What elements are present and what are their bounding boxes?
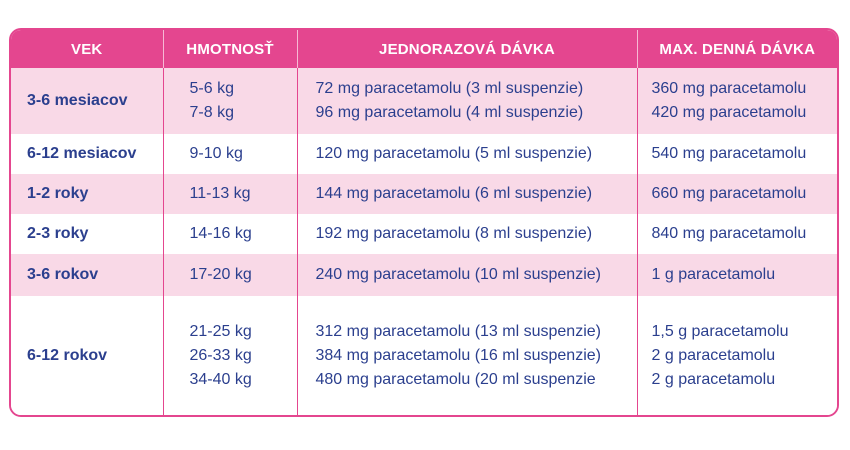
age-cell: 1-2 roky <box>11 174 163 214</box>
table-row: 3-6 mesiacov 5-6 kg 7-8 kg 72 mg paracet… <box>11 68 837 134</box>
max-dose-cell: 840 mg paracetamolu <box>636 214 837 254</box>
age-cell: 2-3 roky <box>11 214 163 254</box>
weight-value: 5-6 kg <box>189 80 234 97</box>
weight-value: 21-25 kg <box>189 322 252 340</box>
age-cell: 3-6 rokov <box>11 254 163 296</box>
max-dose-value: 1,5 g paracetamolu <box>651 322 789 340</box>
dose-value: 384 mg paracetamolu (16 ml suspenzie) <box>315 346 601 364</box>
weight-cell: 11-13 kg <box>162 174 297 214</box>
weight-value: 14-16 kg <box>189 225 252 242</box>
header-max-daily-dose: MAX. DENNÁ DÁVKA <box>636 30 837 68</box>
weight-cell: 21-25 kg 26-33 kg 34-40 kg <box>162 296 297 415</box>
dose-cell: 72 mg paracetamolu (3 ml suspenzie) 96 m… <box>296 68 637 134</box>
age-cell: 3-6 mesiacov <box>11 68 163 134</box>
weight-value: 9-10 kg <box>189 145 243 162</box>
dose-value: 240 mg paracetamolu (10 ml suspenzie) <box>315 266 601 283</box>
table-row: 3-6 rokov 17-20 kg 240 mg paracetamolu (… <box>11 254 837 296</box>
weight-cell: 17-20 kg <box>162 254 297 296</box>
dose-cell: 120 mg paracetamolu (5 ml suspenzie) <box>296 134 637 174</box>
header-single-dose: JEDNORAZOVÁ DÁVKA <box>296 30 637 68</box>
dose-cell: 312 mg paracetamolu (13 ml suspenzie) 38… <box>296 296 637 415</box>
dose-value: 480 mg paracetamolu (20 ml suspenzie <box>315 370 596 388</box>
weight-value: 26-33 kg <box>189 346 252 364</box>
dose-value: 96 mg paracetamolu (4 ml suspenzie) <box>315 104 584 121</box>
dose-value: 192 mg paracetamolu (8 ml suspenzie) <box>315 225 593 242</box>
weight-value: 34-40 kg <box>189 370 252 388</box>
table-header-row: VEK HMOTNOSŤ JEDNORAZOVÁ DÁVKA MAX. DENN… <box>11 30 837 68</box>
table-row: 6-12 mesiacov 9-10 kg 120 mg paracetamol… <box>11 134 837 174</box>
max-dose-value: 2 g paracetamolu <box>651 370 776 388</box>
table-row: 6-12 rokov 21-25 kg 26-33 kg 34-40 kg 31… <box>11 296 837 415</box>
age-cell: 6-12 mesiacov <box>11 134 163 174</box>
dose-value: 72 mg paracetamolu (3 ml suspenzie) <box>315 80 584 97</box>
weight-cell: 9-10 kg <box>162 134 297 174</box>
max-dose-cell: 360 mg paracetamolu 420 mg paracetamolu <box>636 68 837 134</box>
dose-value: 120 mg paracetamolu (5 ml suspenzie) <box>315 145 593 162</box>
max-dose-value: 540 mg paracetamolu <box>651 145 807 162</box>
table-row: 2-3 roky 14-16 kg 192 mg paracetamolu (8… <box>11 214 837 254</box>
weight-cell: 5-6 kg 7-8 kg <box>162 68 297 134</box>
dose-cell: 192 mg paracetamolu (8 ml suspenzie) <box>296 214 637 254</box>
max-dose-value: 360 mg paracetamolu <box>651 80 807 97</box>
weight-value: 7-8 kg <box>189 104 234 121</box>
dosage-table-frame: VEK HMOTNOSŤ JEDNORAZOVÁ DÁVKA MAX. DENN… <box>9 28 839 417</box>
max-dose-value: 420 mg paracetamolu <box>651 104 807 121</box>
max-dose-value: 2 g paracetamolu <box>651 346 776 364</box>
max-dose-value: 840 mg paracetamolu <box>651 225 807 242</box>
weight-cell: 14-16 kg <box>162 214 297 254</box>
age-cell: 6-12 rokov <box>11 296 163 415</box>
dose-cell: 240 mg paracetamolu (10 ml suspenzie) <box>296 254 637 296</box>
dose-value: 144 mg paracetamolu (6 ml suspenzie) <box>315 185 593 202</box>
weight-value: 17-20 kg <box>189 266 252 283</box>
dose-value: 312 mg paracetamolu (13 ml suspenzie) <box>315 322 601 340</box>
dosage-table: VEK HMOTNOSŤ JEDNORAZOVÁ DÁVKA MAX. DENN… <box>11 30 837 415</box>
max-dose-value: 660 mg paracetamolu <box>651 185 807 202</box>
max-dose-cell: 1,5 g paracetamolu 2 g paracetamolu 2 g … <box>636 296 837 415</box>
max-dose-value: 1 g paracetamolu <box>651 266 776 283</box>
max-dose-cell: 540 mg paracetamolu <box>636 134 837 174</box>
header-age: VEK <box>11 30 163 68</box>
header-weight: HMOTNOSŤ <box>162 30 297 68</box>
max-dose-cell: 1 g paracetamolu <box>636 254 837 296</box>
weight-value: 11-13 kg <box>189 185 251 202</box>
dose-cell: 144 mg paracetamolu (6 ml suspenzie) <box>296 174 637 214</box>
table-row: 1-2 roky 11-13 kg 144 mg paracetamolu (6… <box>11 174 837 214</box>
max-dose-cell: 660 mg paracetamolu <box>636 174 837 214</box>
